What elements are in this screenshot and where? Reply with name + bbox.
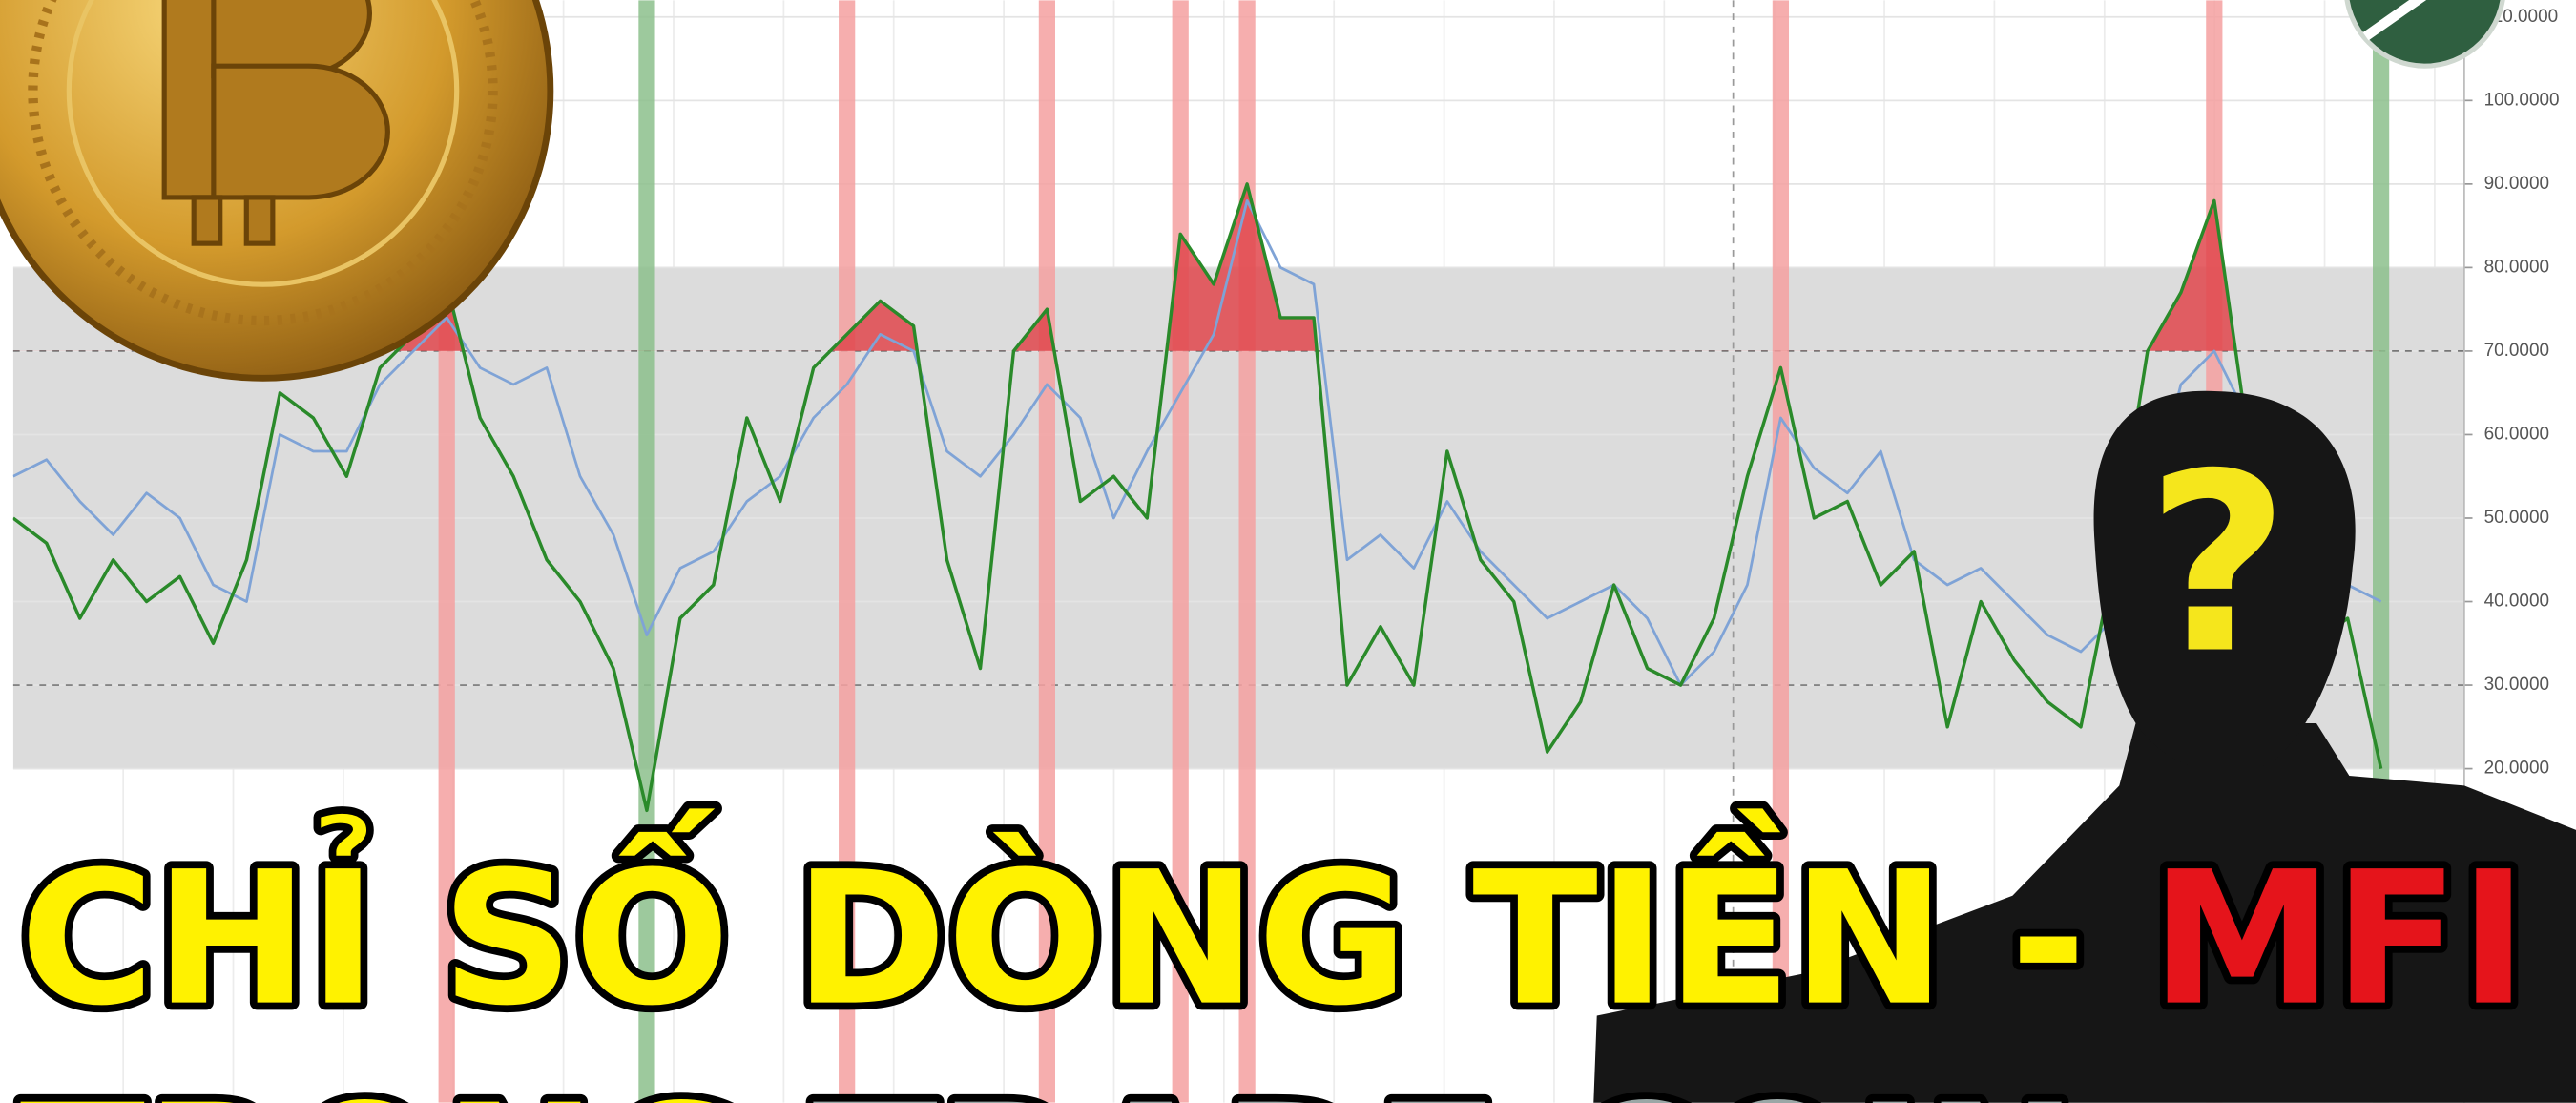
y-tick-label: 100.0000	[2484, 90, 2560, 110]
silhouette: ?	[1593, 390, 2576, 1103]
y-tick-label: 20.0000	[2484, 759, 2549, 779]
y-tick-label: 90.0000	[2484, 174, 2549, 194]
overbought-area	[12, 183, 2381, 351]
y-tick-label: 60.0000	[2484, 424, 2549, 444]
y-axis: 20.0000 30.0000 40.0000 50.0000 60.0000 70.00…	[2463, 0, 2560, 1103]
y-tick-label: 110.0000	[2484, 7, 2559, 27]
signal-band	[839, 0, 856, 1103]
headline-line1: CHỈ SỐ DÒNG TIỀN - MFI	[20, 808, 2528, 1047]
y-tick-label: 70.0000	[2484, 341, 2549, 361]
y-tick-label: 50.0000	[2484, 508, 2549, 528]
question-mark: ?	[2147, 420, 2290, 707]
signal-band	[1038, 0, 1056, 1103]
series-line	[12, 198, 2382, 687]
y-tick-label: 80.0000	[2484, 257, 2549, 277]
headline-text: TRONG	[20, 1066, 813, 1103]
bitcoin-coin	[0, 0, 554, 382]
headline-text: TRADE COIN	[812, 1066, 2078, 1103]
signal-band	[1772, 0, 1790, 1103]
y-tick-label: 40.0000	[2484, 592, 2549, 612]
headline-text: CHỈ SỐ DÒNG TIỀN -	[20, 808, 2150, 1047]
channel-logo	[2344, 0, 2505, 69]
y-tick-label: 30.0000	[2484, 675, 2549, 695]
headline-highlight: MFI	[2150, 833, 2527, 1047]
signal-band	[638, 0, 655, 1103]
headline-line2: TRONG TRADE COIN	[20, 1066, 2079, 1103]
